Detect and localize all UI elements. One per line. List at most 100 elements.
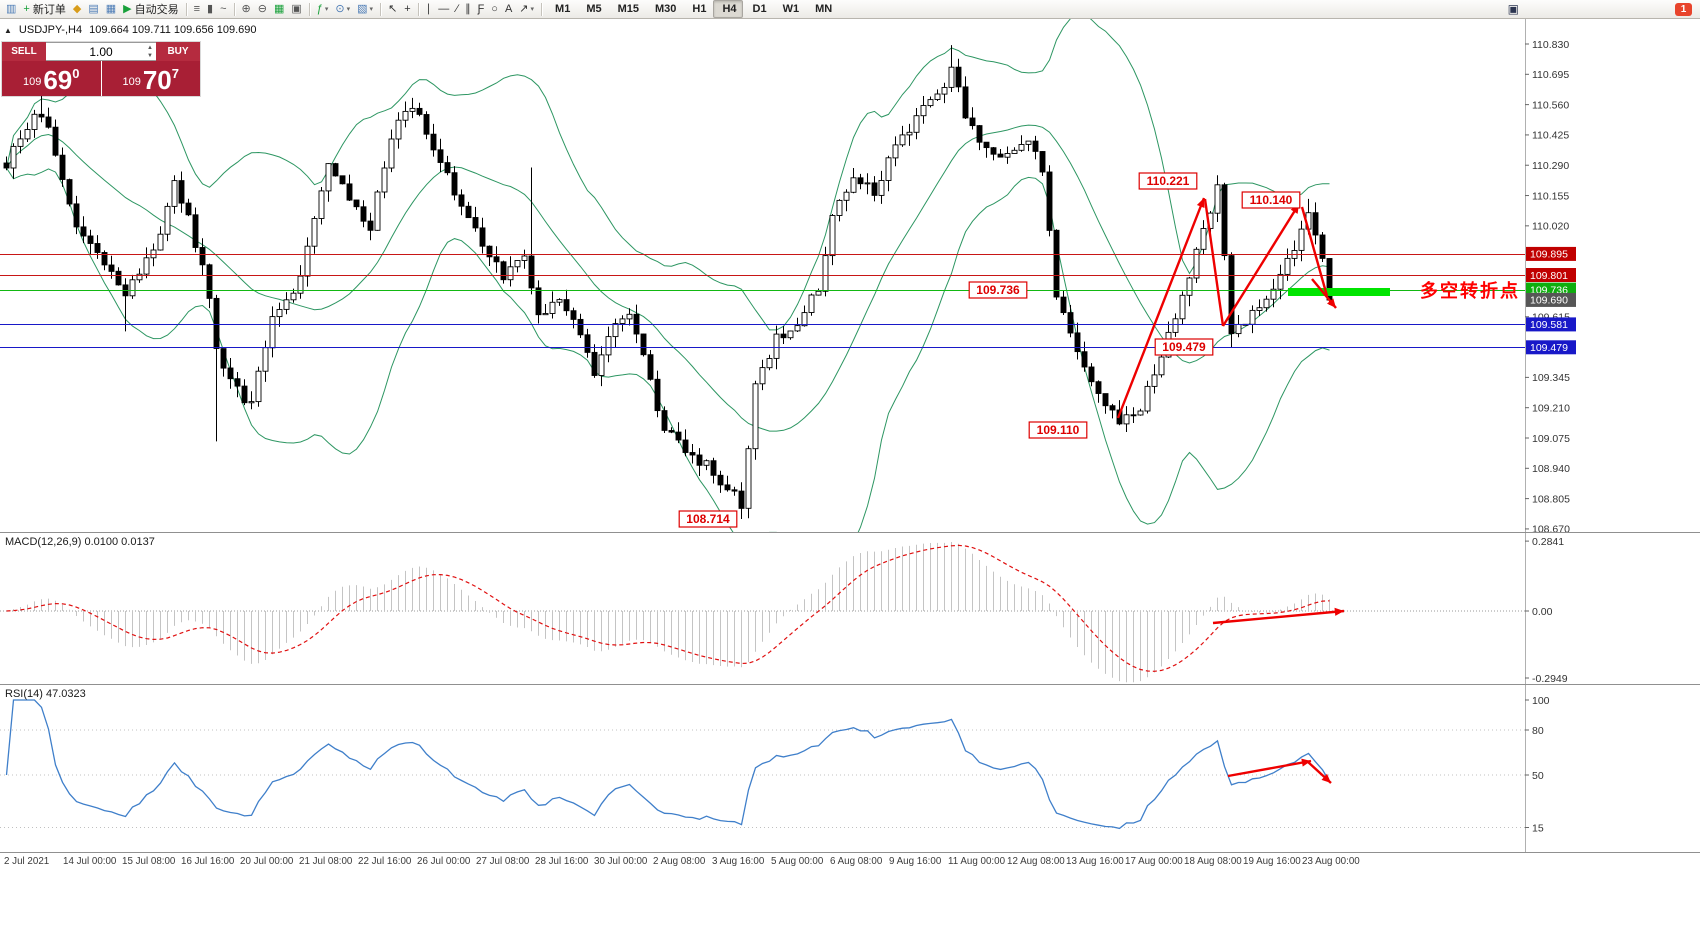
price-tag-109.895: [1526, 246, 1576, 261]
cursor-button[interactable]: ↖: [385, 1, 400, 17]
chart-profiles-button[interactable]: ◆: [70, 1, 84, 17]
zoom-out-button[interactable]: ⊖: [255, 1, 270, 17]
periods-button[interactable]: ⊙ ▾: [332, 1, 353, 17]
chart-window-icon: ▥: [6, 2, 17, 15]
crosshair-button[interactable]: +: [401, 1, 413, 17]
svg-text:50: 50: [1532, 770, 1544, 782]
price-tag-109.690: [1526, 292, 1576, 307]
fibonacci-button[interactable]: Ƒ: [475, 1, 488, 17]
svg-text:110.140: 110.140: [1250, 193, 1293, 207]
chart-window-button[interactable]: ▥: [3, 1, 19, 17]
tf-h4-label: H4: [722, 3, 737, 15]
candlestick-chart-button[interactable]: ▮: [204, 1, 216, 17]
time-label: 5 Aug 00:00: [771, 856, 824, 867]
fibonacci-icon: Ƒ: [477, 2, 485, 15]
indicators-caret-icon[interactable]: ▾: [324, 6, 329, 13]
volume-down-icon[interactable]: ▼: [147, 53, 153, 59]
svg-text:109.110: 109.110: [1037, 423, 1080, 437]
macd-canvas[interactable]: 0.2841 0.00 -0.2949: [0, 533, 1700, 685]
tf-w1[interactable]: W1: [774, 0, 806, 18]
price-tag-109.801: [1526, 268, 1576, 283]
tile-windows-icon: ▦: [273, 2, 285, 15]
time-label: 11 Aug 00:00: [948, 856, 1006, 867]
vertical-line-button[interactable]: ∣: [423, 1, 435, 17]
svg-text:15: 15: [1532, 822, 1544, 834]
tile-windows-button[interactable]: ▦: [271, 1, 287, 17]
turning-point-annotation: 多空转折点: [1420, 281, 1520, 301]
arrows-tool-button[interactable]: ↗ ▾: [516, 1, 537, 17]
tf-m5[interactable]: M5: [577, 0, 607, 18]
svg-text:0.00: 0.00: [1532, 606, 1553, 618]
rsi-canvas[interactable]: 100 80 50 15: [0, 685, 1700, 852]
price-chart-canvas[interactable]: 110.830 110.695 110.560 110.425 110.290 110.1…: [0, 19, 1700, 533]
trendline-button[interactable]: ∕: [453, 1, 461, 17]
volume-up-icon[interactable]: ▲: [147, 45, 153, 51]
arrows-tool-caret-icon[interactable]: ▾: [530, 6, 535, 13]
one-click-expander-icon[interactable]: ▲: [4, 25, 12, 35]
trendline-icon: ∕: [456, 2, 459, 15]
svg-text:110.560: 110.560: [1532, 99, 1569, 111]
templates-button[interactable]: ▧ ▾: [354, 1, 376, 17]
market-watch-button[interactable]: ▤: [85, 1, 101, 17]
notification-badge[interactable]: 1: [1675, 2, 1692, 16]
time-label: 19 Aug 16:00: [1243, 856, 1301, 867]
tf-mn[interactable]: MN: [806, 0, 838, 18]
time-label: 23 Aug 00:00: [1302, 856, 1360, 867]
auto-scroll-button[interactable]: ▣: [288, 1, 304, 17]
market-watch-icon: ▤: [88, 2, 99, 15]
sell-price-big: 69: [43, 65, 73, 95]
candlestick-chart-icon: ▮: [207, 2, 214, 15]
time-label: 28 Jul 16:00: [535, 856, 589, 867]
periods-caret-icon[interactable]: ▾: [346, 6, 351, 13]
toolbar-separator: [380, 2, 382, 16]
tf-h1[interactable]: H1: [683, 0, 712, 18]
line-chart-button[interactable]: ~: [217, 1, 229, 17]
rsi-label: RSI(14) 47.0323: [5, 688, 86, 700]
bar-chart-button[interactable]: ≡: [191, 1, 203, 17]
zoom-in-button[interactable]: ⊕: [239, 1, 254, 17]
toolbar-separator: [233, 2, 235, 16]
buy-price[interactable]: 109 70 7: [101, 61, 200, 96]
tf-m30[interactable]: M30: [646, 0, 682, 18]
indicators-button[interactable]: ƒ ▾: [314, 1, 332, 17]
macd-axis[interactable]: 0.2841 0.00 -0.2949: [1525, 533, 1568, 685]
buy-button[interactable]: BUY: [156, 42, 200, 61]
new-order-icon: +: [23, 2, 30, 15]
time-label: 26 Jul 00:00: [417, 856, 471, 867]
tf-mn-label: MN: [815, 3, 833, 15]
sell-price[interactable]: 109 69 0: [2, 61, 101, 96]
price-label-box: [1138, 172, 1198, 190]
shapes-button[interactable]: ○: [488, 1, 501, 17]
time-axis[interactable]: 2 Jul 2021 14 Jul 00:00 15 Jul 08:00 16 Jul…: [0, 852, 1700, 870]
tf-m15[interactable]: M15: [609, 0, 645, 18]
sell-button[interactable]: SELL: [2, 42, 46, 61]
price-axis[interactable]: 110.830 110.695 110.560 110.425 110.290 110.1…: [1525, 19, 1576, 533]
rsi-panel: 100 80 50 15 RSI(14) 47.0323: [0, 685, 1700, 852]
tf-m1[interactable]: M1: [546, 0, 576, 18]
volume-input[interactable]: 1.00 ▲ ▼: [46, 42, 156, 61]
volume-spinner: ▲ ▼: [147, 44, 153, 60]
text-label-button[interactable]: A: [502, 1, 515, 17]
sell-price-prefix: 109: [22, 76, 42, 88]
time-label: 27 Jul 08:00: [476, 856, 530, 867]
svg-text:109.690: 109.690: [1530, 295, 1568, 307]
tf-d1-label: D1: [752, 3, 767, 15]
svg-text:0.2841: 0.2841: [1532, 536, 1564, 548]
rsi-axis[interactable]: 100 80 50 15: [1525, 685, 1550, 852]
equidistant-channel-button[interactable]: ∥: [462, 1, 474, 17]
horizontal-line-button[interactable]: —: [435, 1, 452, 17]
data-window-button[interactable]: ▦: [103, 1, 119, 17]
community-icon[interactable]: ▣: [1507, 2, 1519, 16]
price-label-box: [678, 510, 738, 528]
zoom-out-icon: ⊖: [257, 2, 267, 15]
shapes-icon: ○: [491, 2, 498, 15]
buy-price-prefix: 109: [122, 76, 141, 88]
tf-d1[interactable]: D1: [744, 0, 773, 18]
auto-trading-button[interactable]: ▶ 自动交易: [120, 1, 181, 17]
tf-h4[interactable]: H4: [713, 0, 743, 18]
templates-caret-icon[interactable]: ▾: [369, 6, 374, 13]
time-label: 15 Jul 08:00: [122, 856, 176, 867]
time-label: 20 Jul 00:00: [240, 856, 294, 867]
indicators-icon: ƒ: [316, 2, 323, 15]
new-order-button[interactable]: + 新订单: [20, 1, 68, 17]
